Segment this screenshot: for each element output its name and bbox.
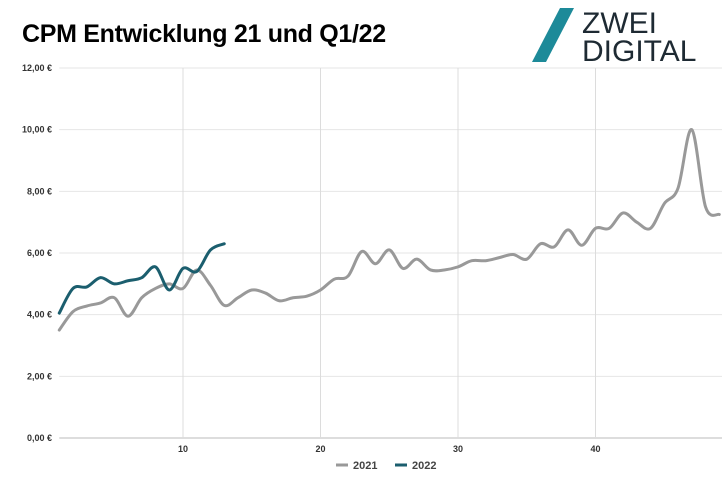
y-tick-label: 12,00 € — [22, 63, 52, 73]
x-tick-label: 20 — [315, 444, 325, 454]
legend-label-2022: 2022 — [412, 460, 436, 472]
svg-text:DIGITAL: DIGITAL — [582, 35, 696, 64]
chart-title: CPM Entwicklung 21 und Q1/22 — [22, 20, 386, 48]
y-tick-label: 6,00 € — [27, 248, 52, 258]
x-tick-label: 10 — [178, 444, 188, 454]
y-tick-label: 2,00 € — [27, 371, 52, 381]
logo-slash-icon — [532, 8, 574, 62]
y-tick-label: 4,00 € — [27, 310, 52, 320]
series-line-2022 — [57, 242, 226, 315]
x-tick-label: 30 — [453, 444, 463, 454]
y-tick-label: 8,00 € — [27, 186, 52, 196]
zwei-digital-logo: ZWEI DIGITAL — [532, 7, 696, 64]
legend-label-2021: 2021 — [353, 460, 377, 472]
x-tick-label: 40 — [590, 444, 600, 454]
y-tick-label: 0,00 € — [27, 433, 52, 443]
y-tick-label: 10,00 € — [22, 125, 52, 135]
series-line-2021 — [57, 128, 721, 332]
svg-text:ZWEI: ZWEI — [582, 7, 657, 40]
